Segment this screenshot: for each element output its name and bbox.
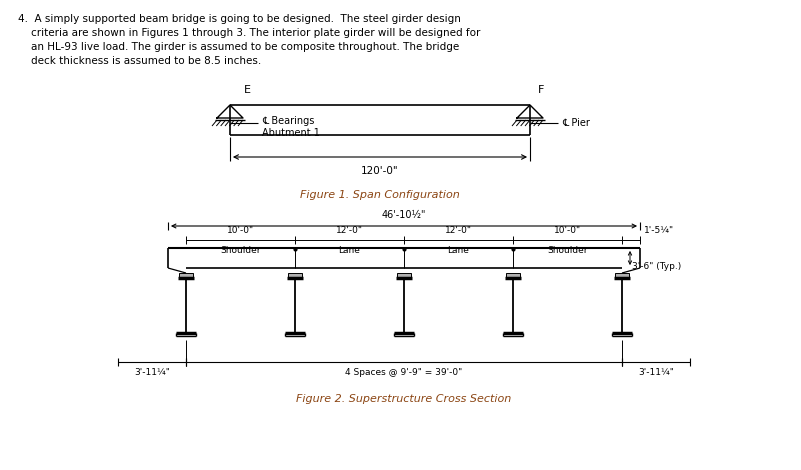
Bar (179, 273, 193, 278)
Text: deck thickness is assumed to be 8.5 inches.: deck thickness is assumed to be 8.5 inch… (18, 56, 261, 66)
Text: 4 Spaces @ 9'-9" = 39'-0": 4 Spaces @ 9'-9" = 39'-0" (345, 368, 463, 377)
Text: Lane: Lane (448, 246, 469, 255)
Bar (397, 273, 411, 278)
Text: F: F (538, 85, 545, 95)
Text: ℄ Bearings: ℄ Bearings (262, 116, 314, 126)
Text: 10'-0": 10'-0" (227, 226, 254, 235)
Bar (506, 273, 520, 278)
Text: 3'-6" (Typ.): 3'-6" (Typ.) (632, 262, 681, 271)
Text: criteria are shown in Figures 1 through 3. The interior plate girder will be des: criteria are shown in Figures 1 through … (18, 28, 481, 38)
Text: Abutment 1: Abutment 1 (262, 128, 320, 138)
Text: an HL-93 live load. The girder is assumed to be composite throughout. The bridge: an HL-93 live load. The girder is assume… (18, 42, 459, 52)
Text: ℄ Pier: ℄ Pier (562, 118, 590, 128)
Text: 10'-0": 10'-0" (554, 226, 581, 235)
Text: 12'-0": 12'-0" (336, 226, 363, 235)
Text: 3'-11¼": 3'-11¼" (638, 368, 674, 377)
Text: Shoulder: Shoulder (547, 246, 588, 255)
Text: Lane: Lane (339, 246, 360, 255)
Text: 46'-10½": 46'-10½" (382, 210, 426, 220)
Text: Figure 2. Superstructure Cross Section: Figure 2. Superstructure Cross Section (296, 394, 512, 404)
Text: E: E (244, 85, 251, 95)
Text: Figure 1. Span Configuration: Figure 1. Span Configuration (300, 190, 460, 200)
Text: Shoulder: Shoulder (220, 246, 261, 255)
Text: 120'-0": 120'-0" (361, 166, 399, 176)
Text: 4.  A simply supported beam bridge is going to be designed.  The steel girder de: 4. A simply supported beam bridge is goi… (18, 14, 461, 24)
Text: 3'-11¼": 3'-11¼" (134, 368, 170, 377)
Bar (615, 273, 629, 278)
Bar (288, 273, 302, 278)
Text: 12'-0": 12'-0" (445, 226, 472, 235)
Text: 1'-5¼": 1'-5¼" (644, 226, 674, 235)
